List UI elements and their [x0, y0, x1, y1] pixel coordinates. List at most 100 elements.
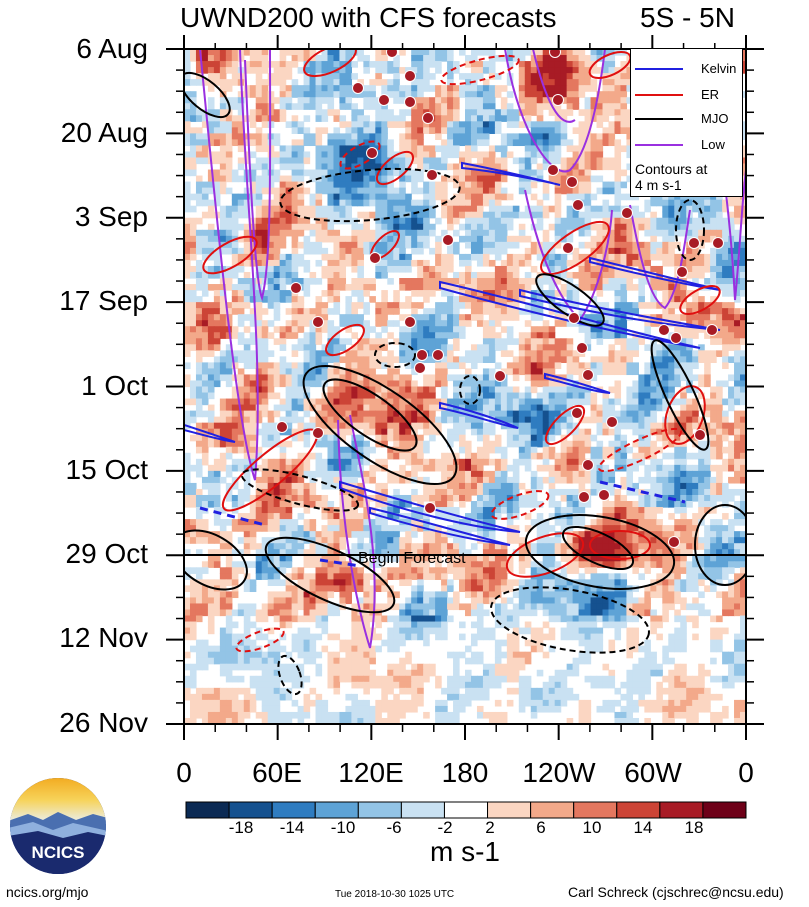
heatmap-cell [476, 350, 484, 357]
heatmap-cell [429, 247, 436, 255]
heatmap-cell [363, 55, 370, 62]
heatmap-cell [638, 422, 645, 430]
heatmap-cell [381, 434, 388, 442]
heatmap-cell [584, 109, 592, 116]
heatmap-cell [566, 446, 574, 454]
heatmap-cell [417, 386, 424, 394]
heatmap-cell [476, 392, 484, 400]
heatmap-cell [518, 356, 526, 363]
heatmap-cell [195, 109, 203, 116]
heatmap-cell [554, 320, 562, 327]
heatmap-cell [620, 434, 628, 442]
heatmap-cell [213, 290, 221, 297]
heatmap-cell [339, 404, 347, 412]
heatmap-cell [261, 91, 269, 98]
heatmap-cell [441, 205, 448, 213]
heatmap-cell [620, 356, 628, 363]
heatmap-cell [291, 428, 299, 436]
heatmap-cell [219, 97, 227, 104]
heatmap-cell [195, 422, 203, 430]
heatmap-cell [297, 422, 305, 430]
heatmap-cell [482, 79, 490, 86]
heatmap-cell [536, 332, 544, 339]
heatmap-cell [357, 338, 364, 345]
heatmap-cell [357, 356, 364, 363]
heatmap-cell [363, 211, 370, 219]
heatmap-cell [261, 67, 269, 74]
heatmap-cell [195, 332, 203, 339]
heatmap-cell [345, 91, 353, 98]
heatmap-cell [650, 271, 657, 279]
heatmap-cell [476, 235, 484, 243]
heatmap-cell [536, 133, 544, 141]
heatmap-cell [243, 229, 251, 237]
heatmap-cell [393, 55, 400, 62]
heatmap-cell [429, 434, 436, 442]
heatmap-cell [327, 404, 335, 412]
heatmap-cell [524, 79, 532, 86]
heatmap-cell [704, 229, 711, 237]
heatmap-cell [722, 344, 729, 351]
heatmap-cell [674, 314, 681, 321]
heatmap-cell [548, 85, 556, 92]
heatmap-cell [453, 392, 460, 400]
heatmap-cell [548, 151, 556, 159]
heatmap-cell [381, 211, 388, 219]
heatmap-cell [279, 229, 287, 237]
heatmap-cell [650, 350, 657, 357]
heatmap-cell [195, 265, 203, 273]
heatmap-cell [686, 314, 693, 321]
heatmap-cell [632, 344, 639, 351]
heatmap-cell [710, 253, 717, 261]
heatmap-cell [255, 338, 263, 345]
heatmap-cell [231, 422, 239, 430]
heatmap-cell [309, 133, 317, 141]
heatmap-cell [566, 73, 574, 80]
heatmap-cell [249, 169, 257, 177]
heatmap-cell [453, 199, 460, 207]
heatmap-cell [441, 356, 448, 363]
heatmap-cell [482, 284, 490, 291]
heatmap-cell [602, 91, 610, 98]
heatmap-cell [453, 386, 460, 394]
heatmap-cell [321, 308, 329, 315]
heatmap-cell [542, 338, 550, 345]
heatmap-cell [542, 235, 550, 243]
heatmap-cell [542, 398, 550, 406]
heatmap-cell [399, 91, 406, 98]
heatmap-cell [584, 55, 592, 62]
heatmap-cell [429, 374, 436, 382]
heatmap-cell [375, 247, 382, 255]
heatmap-cell [345, 205, 353, 213]
heatmap-cell [542, 410, 550, 418]
heatmap-cell [303, 151, 311, 159]
heatmap-cell [333, 175, 341, 183]
heatmap-cell [518, 223, 526, 231]
heatmap-cell [339, 115, 347, 122]
heatmap-cell [423, 151, 430, 159]
heatmap-cell [195, 187, 203, 195]
heatmap-cell [686, 416, 693, 424]
heatmap-cell [542, 211, 550, 219]
heatmap-cell [626, 217, 634, 225]
heatmap-cell [476, 404, 484, 412]
heatmap-cell [662, 356, 669, 363]
heatmap-cell [447, 302, 454, 309]
heatmap-cell [578, 392, 586, 400]
heatmap-cell [488, 193, 496, 201]
heatmap-cell [530, 308, 538, 315]
heatmap-cell [441, 290, 448, 297]
heatmap-cell [189, 326, 197, 333]
heatmap-cell [560, 181, 568, 189]
heatmap-cell [411, 235, 418, 243]
heatmap-cell [596, 133, 604, 141]
heatmap-cell [273, 217, 281, 225]
heatmap-cell [644, 422, 651, 430]
heatmap-cell [506, 211, 514, 219]
heatmap-cell [363, 85, 370, 92]
heatmap-cell [680, 398, 687, 406]
heatmap-cell [447, 211, 454, 219]
heatmap-cell [476, 356, 484, 363]
heatmap-cell [530, 278, 538, 285]
heatmap-cell [542, 416, 550, 424]
